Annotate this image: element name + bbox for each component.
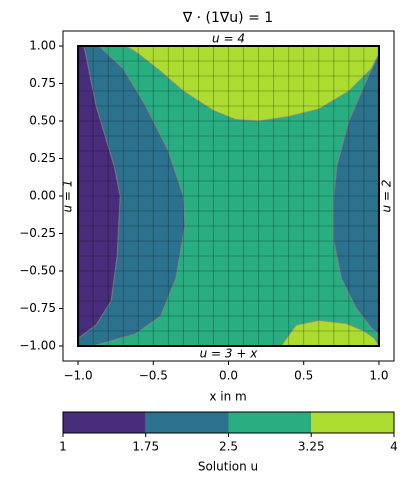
colorbar-band bbox=[145, 412, 229, 433]
colorbar-band bbox=[228, 412, 312, 433]
y-tick-label: −0.25 bbox=[19, 226, 56, 240]
domain-boundary bbox=[77, 45, 380, 347]
y-tick-label: 0.25 bbox=[29, 151, 56, 165]
colorbar-band bbox=[311, 412, 394, 433]
colorbar-band bbox=[63, 412, 146, 433]
colorbar-tick-label: 1.75 bbox=[132, 440, 159, 454]
y-tick-label: −0.50 bbox=[19, 264, 56, 278]
x-tick-label: −0.5 bbox=[139, 369, 168, 383]
y-tick-label: 0.00 bbox=[29, 189, 56, 203]
colorbar-label: Solution u bbox=[198, 460, 258, 474]
boundary-label: u = 3 + x bbox=[200, 347, 259, 361]
x-tick-label: 1.0 bbox=[369, 369, 388, 383]
y-tick-label: 1.00 bbox=[29, 39, 56, 53]
chart-title: ∇ · (1∇u) = 1 bbox=[182, 10, 273, 26]
colorbar-tick-label: 1 bbox=[59, 440, 67, 454]
y-tick-label: 0.75 bbox=[29, 76, 56, 90]
colorbar-tick-label: 2.5 bbox=[219, 440, 238, 454]
boundary-label: u = 1 bbox=[61, 180, 75, 213]
x-tick-label: −1.0 bbox=[63, 369, 92, 383]
boundary-label: u = 4 bbox=[212, 32, 245, 46]
colorbar-tick-label: 4 bbox=[390, 440, 398, 454]
contour-region bbox=[77, 45, 121, 340]
contour-region bbox=[124, 45, 380, 122]
x-tick-label: 0.5 bbox=[294, 369, 313, 383]
y-tick-label: −1.00 bbox=[19, 339, 56, 353]
y-tick-label: 0.50 bbox=[29, 114, 56, 128]
y-tick-label: −0.75 bbox=[19, 301, 56, 315]
x-tick-label: 0.0 bbox=[219, 369, 238, 383]
colorbar-tick-label: 3.25 bbox=[298, 440, 325, 454]
contour-region bbox=[333, 53, 380, 336]
boundary-label: u = 2 bbox=[379, 180, 393, 213]
x-axis-label: x in m bbox=[209, 390, 246, 404]
